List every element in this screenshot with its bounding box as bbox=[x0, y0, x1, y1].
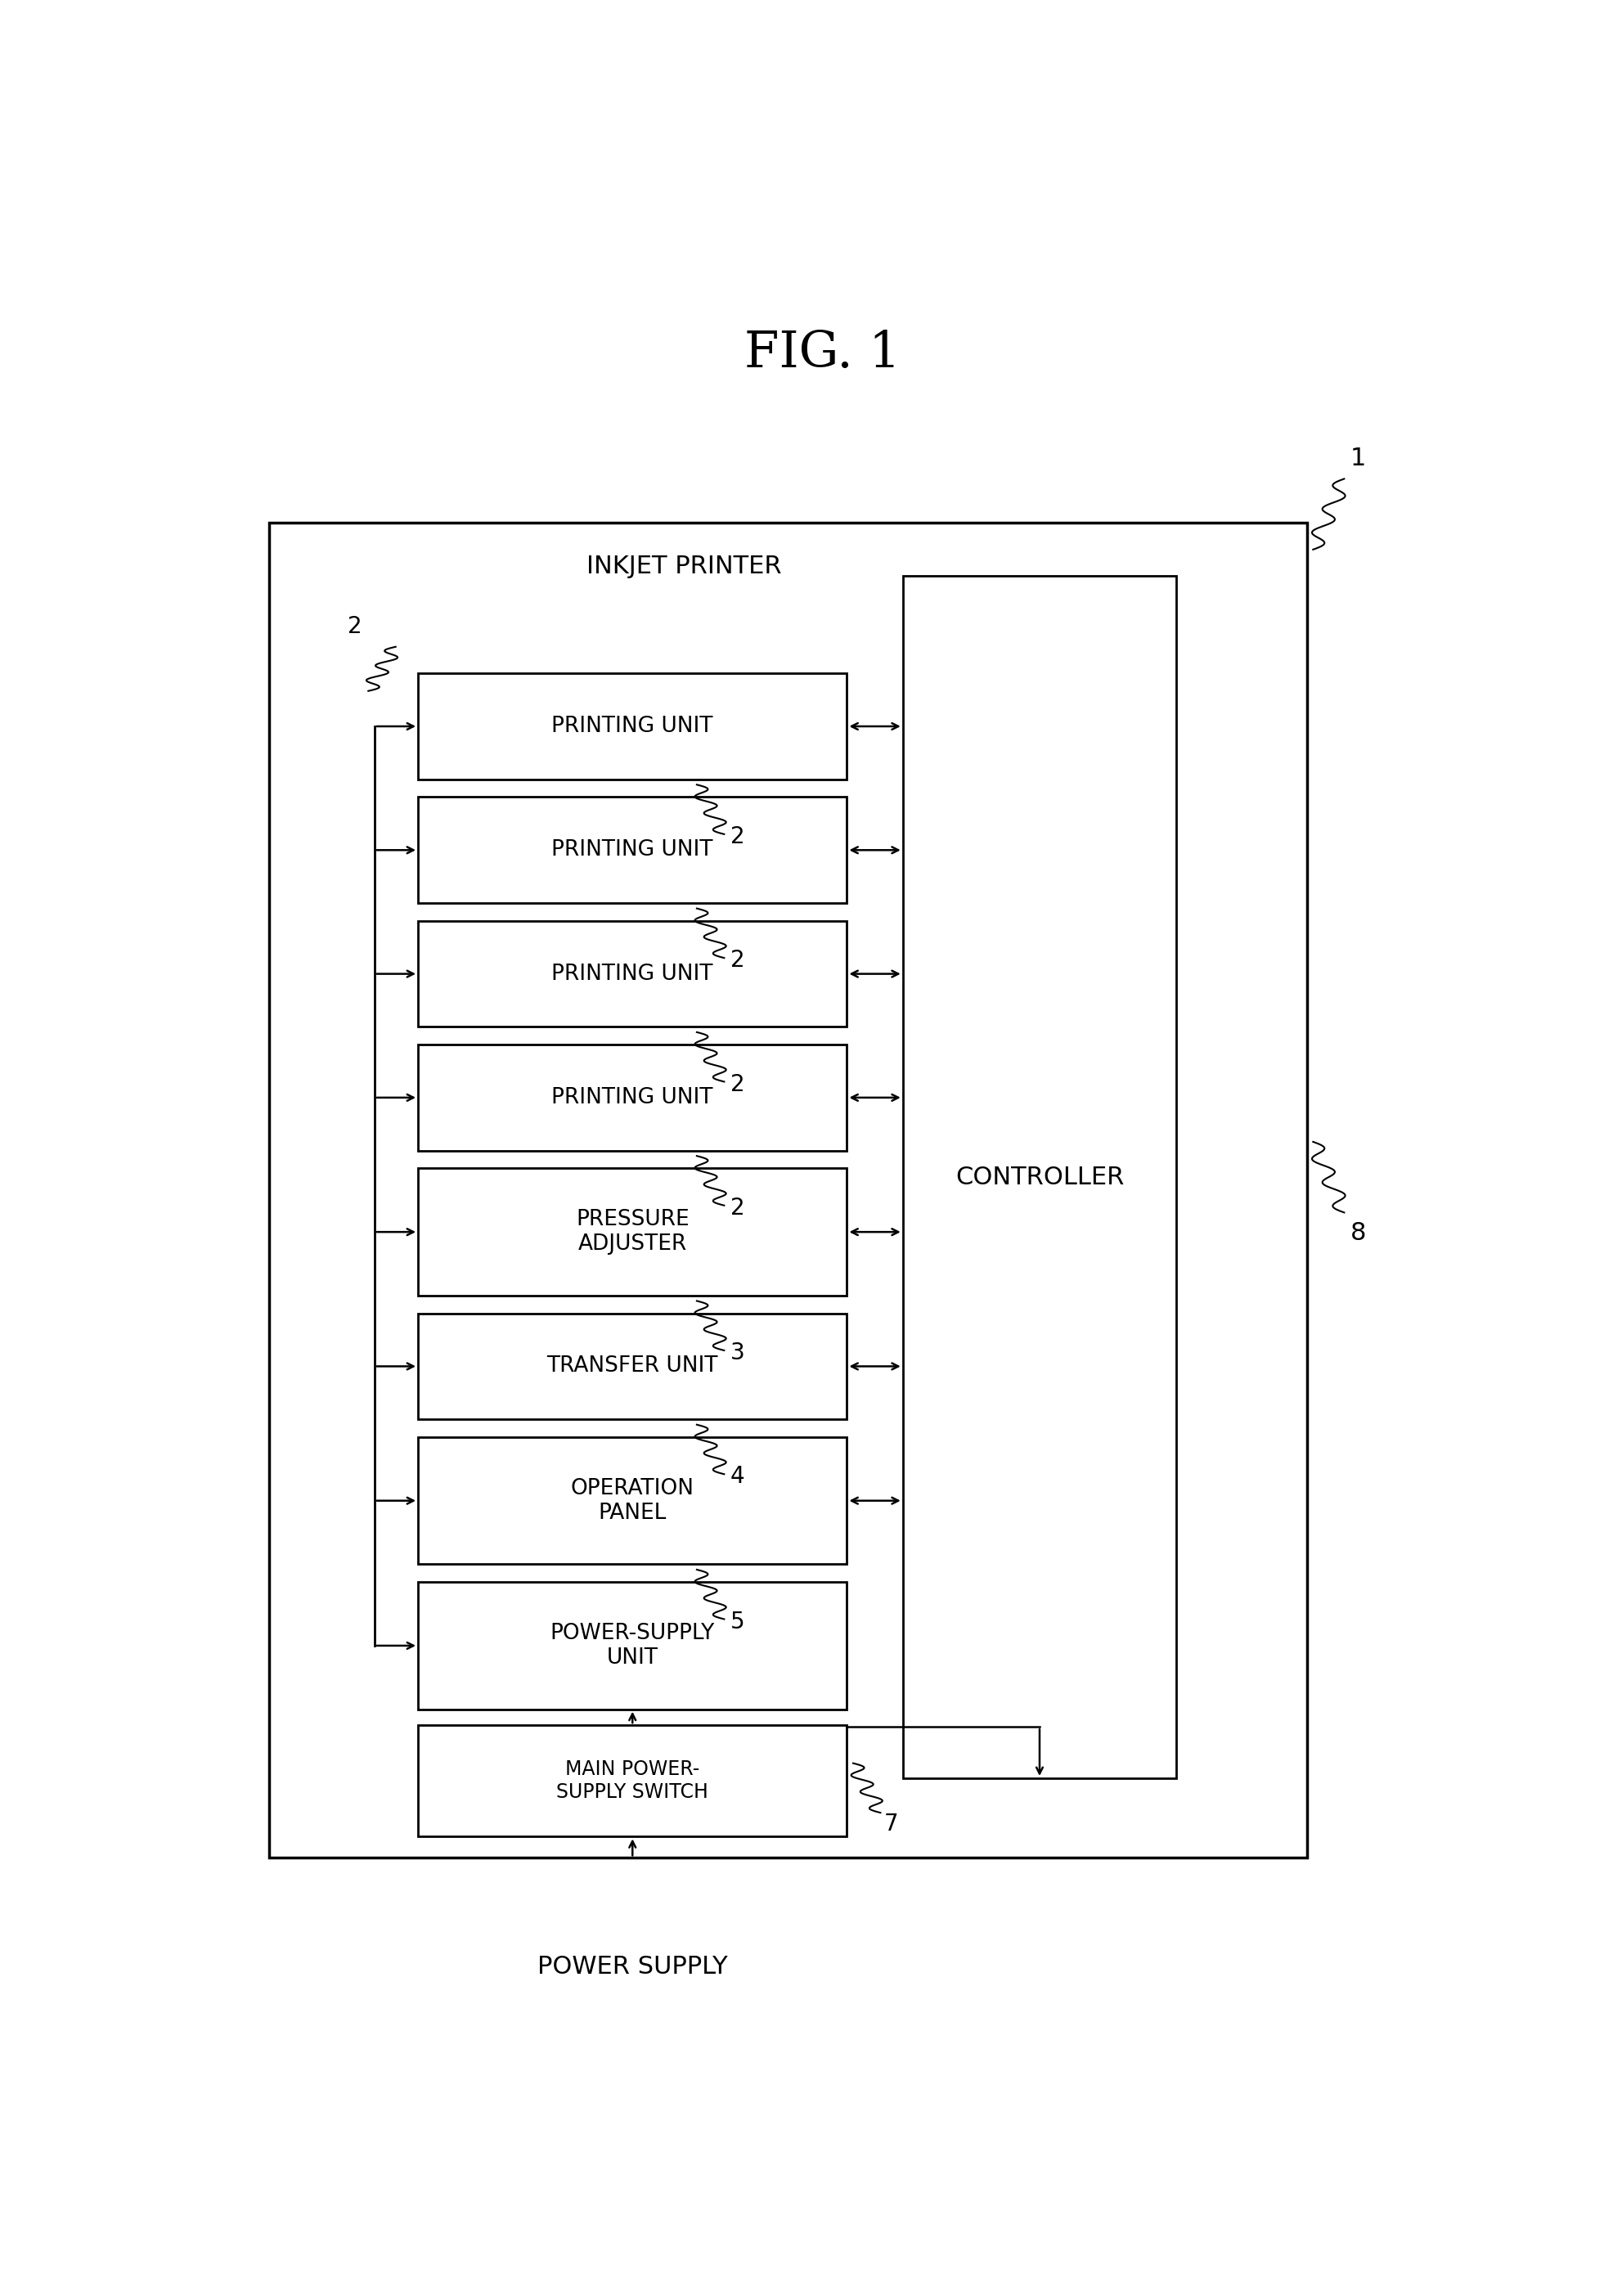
Text: 2: 2 bbox=[730, 824, 744, 847]
Text: 8: 8 bbox=[1351, 1221, 1367, 1244]
Text: CONTROLLER: CONTROLLER bbox=[956, 1166, 1124, 1189]
Bar bbox=[419, 1437, 847, 1564]
Text: 2: 2 bbox=[730, 948, 744, 971]
Text: TRANSFER UNIT: TRANSFER UNIT bbox=[547, 1355, 719, 1378]
Bar bbox=[419, 1313, 847, 1419]
Bar bbox=[419, 673, 847, 778]
Text: 2: 2 bbox=[730, 1072, 744, 1095]
Text: 1: 1 bbox=[1351, 445, 1367, 471]
Text: 2: 2 bbox=[730, 1196, 744, 1219]
Text: PRINTING UNIT: PRINTING UNIT bbox=[552, 716, 714, 737]
Text: PRINTING UNIT: PRINTING UNIT bbox=[552, 964, 714, 985]
Bar bbox=[419, 1724, 847, 1837]
Bar bbox=[419, 1045, 847, 1150]
Text: PRINTING UNIT: PRINTING UNIT bbox=[552, 840, 714, 861]
Text: PRESSURE
ADJUSTER: PRESSURE ADJUSTER bbox=[576, 1210, 690, 1256]
Text: 2: 2 bbox=[348, 615, 363, 638]
Bar bbox=[419, 1169, 847, 1295]
Text: 3: 3 bbox=[730, 1341, 744, 1364]
Text: INKJET PRINTER: INKJET PRINTER bbox=[587, 556, 781, 579]
Text: 7: 7 bbox=[884, 1814, 898, 1835]
Bar bbox=[419, 797, 847, 902]
Bar bbox=[903, 576, 1176, 1777]
Bar bbox=[419, 1582, 847, 1708]
Text: MAIN POWER-
SUPPLY SWITCH: MAIN POWER- SUPPLY SWITCH bbox=[557, 1759, 709, 1802]
Bar bbox=[419, 921, 847, 1026]
Text: PRINTING UNIT: PRINTING UNIT bbox=[552, 1086, 714, 1109]
Text: 4: 4 bbox=[730, 1465, 744, 1488]
Text: POWER-SUPPLY
UNIT: POWER-SUPPLY UNIT bbox=[550, 1623, 715, 1669]
Text: FIG. 1: FIG. 1 bbox=[744, 328, 900, 377]
Text: OPERATION
PANEL: OPERATION PANEL bbox=[571, 1479, 695, 1525]
Text: POWER SUPPLY: POWER SUPPLY bbox=[537, 1956, 728, 1979]
Bar bbox=[269, 523, 1307, 1857]
Text: 5: 5 bbox=[730, 1609, 744, 1632]
